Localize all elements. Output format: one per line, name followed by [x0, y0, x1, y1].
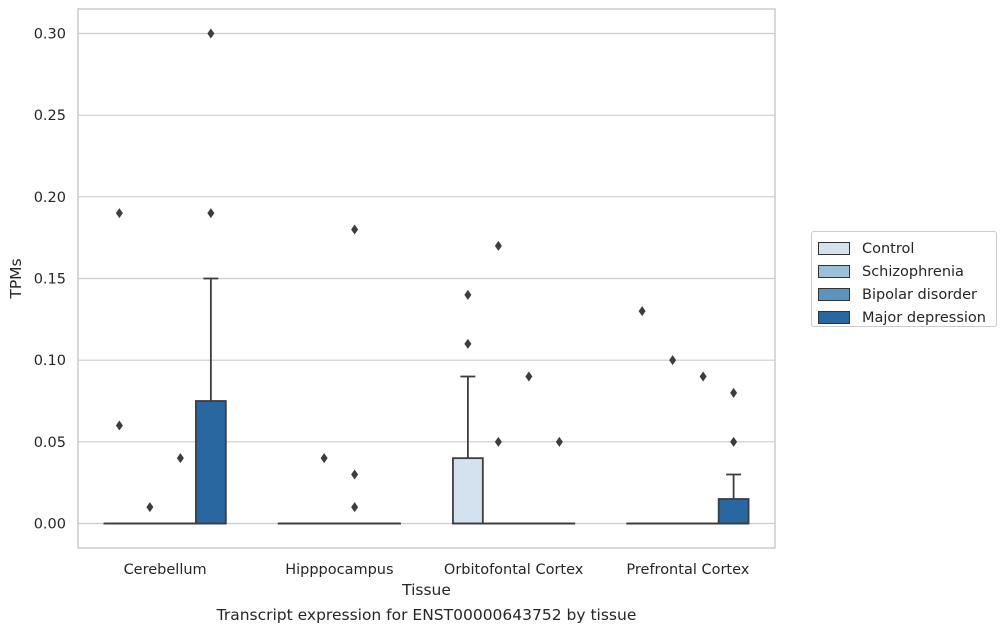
outlier-point [351, 224, 359, 235]
y-tick-label: 0.00 [34, 517, 66, 533]
outlier-point [494, 240, 502, 251]
x-axis-label: Tissue [401, 581, 451, 599]
box-bipolar-disorder [338, 224, 371, 525]
y-axis-label: TPMs [7, 258, 25, 299]
box-major-depression [195, 28, 227, 525]
plot-frame [77, 8, 776, 549]
outlier-point [351, 469, 359, 480]
box-rect [195, 400, 227, 525]
box-major-depression [543, 436, 576, 525]
box-series-layer [103, 28, 750, 525]
legend-swatch-major-depression [818, 311, 850, 324]
legend-swatch-schizophrenia [818, 265, 850, 278]
outlier-point [207, 208, 215, 219]
box-schizophrenia [482, 240, 515, 525]
legend-label: Schizophrenia [862, 263, 964, 280]
outlier-point [699, 371, 707, 382]
legend: Control Schizophrenia Bipolar disorder M… [811, 231, 997, 327]
outlier-point [207, 28, 215, 39]
outlier-point [464, 289, 472, 300]
legend-label: Bipolar disorder [862, 286, 977, 303]
y-tick-label: 0.10 [34, 353, 66, 369]
box-schizophrenia [134, 502, 166, 525]
box-control [103, 208, 136, 525]
outlier-point [494, 436, 502, 447]
box-schizophrenia [656, 355, 689, 525]
y-tick-label: 0.20 [34, 190, 66, 206]
outlier-point [146, 502, 154, 513]
box-rect [452, 457, 484, 525]
legend-label: Control [862, 240, 915, 257]
x-tick-label: Orbitofontal Cortex [444, 562, 584, 578]
box-major-depression [717, 387, 750, 525]
outlier-point [464, 338, 472, 349]
outlier-point [525, 371, 533, 382]
x-tick-labels: Cerebellum Hipppocampus Orbitofontal Corte… [124, 562, 750, 578]
box-bipolar-disorder [687, 371, 719, 525]
legend-swatch-bipolar-disorder [818, 288, 850, 301]
x-tick-label: Cerebellum [124, 562, 207, 578]
outlier-point [115, 208, 123, 219]
legend-item-major-depression: Major depression [818, 306, 996, 329]
legend-label: Major depression [862, 309, 986, 326]
y-tick-labels: 0.00 0.05 0.10 0.15 0.20 0.25 0.30 [34, 27, 66, 533]
y-tick-label: 0.15 [34, 272, 66, 288]
outlier-point [638, 306, 646, 317]
box-control [626, 306, 658, 525]
outlier-point [176, 453, 184, 464]
legend-swatch-control [818, 242, 850, 255]
outlier-point [555, 436, 563, 447]
legend-item-schizophrenia: Schizophrenia [818, 260, 996, 283]
grid-lines [78, 32, 775, 525]
x-tick-label: Hipppocampus [285, 562, 393, 578]
figure-caption: Transcript expression for ENST0000064375… [216, 606, 637, 624]
legend-item-bipolar-disorder: Bipolar disorder [818, 283, 996, 306]
y-tick-label: 0.25 [34, 108, 66, 124]
box-control [452, 289, 484, 525]
x-tick-label: Prefrontal Cortex [626, 562, 749, 578]
outlier-point [115, 420, 123, 431]
outlier-point [320, 453, 328, 464]
outlier-point [730, 387, 738, 398]
legend-item-control: Control [818, 237, 996, 260]
box-rect [717, 498, 750, 525]
outlier-point [669, 355, 677, 366]
box-schizophrenia [308, 453, 340, 525]
box-bipolar-disorder [164, 453, 197, 525]
box-bipolar-disorder [513, 371, 545, 525]
outlier-point [351, 502, 359, 513]
y-tick-label: 0.30 [34, 27, 66, 43]
outlier-point [730, 436, 738, 447]
y-tick-label: 0.05 [34, 435, 66, 451]
